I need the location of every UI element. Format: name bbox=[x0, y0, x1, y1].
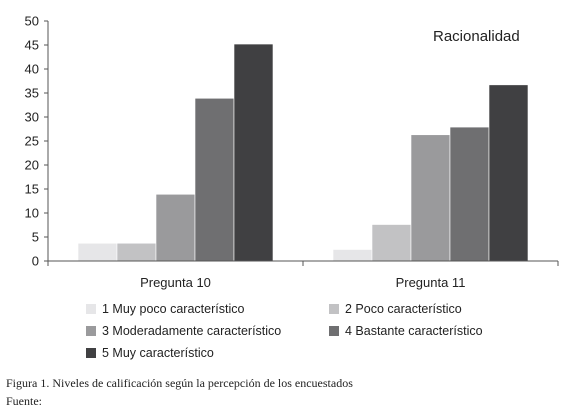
figure-source: Fuente: bbox=[6, 394, 42, 408]
bar bbox=[371, 224, 412, 262]
bar bbox=[155, 193, 196, 262]
legend-item: 4 Bastante característico bbox=[329, 324, 483, 338]
y-tick-label: 10 bbox=[25, 206, 39, 221]
y-tick-label: 45 bbox=[25, 38, 39, 53]
y-tick-label: 50 bbox=[25, 14, 39, 29]
legend-swatch bbox=[86, 304, 96, 314]
legend-label: 5 Muy característico bbox=[102, 346, 214, 360]
x-axis: Pregunta 10 Pregunta 11 bbox=[47, 260, 559, 290]
legend-label: 1 Muy poco característico bbox=[102, 302, 245, 316]
figure-caption: Figura 1. Niveles de calificación según … bbox=[6, 374, 353, 410]
legend-label: 2 Poco característico bbox=[345, 302, 462, 316]
x-tick-label: Pregunta 10 bbox=[140, 275, 211, 290]
legend-swatch bbox=[86, 326, 96, 336]
y-tick-label: 15 bbox=[25, 182, 39, 197]
bar bbox=[77, 242, 118, 262]
y-tick-label: 5 bbox=[32, 230, 39, 245]
bar bbox=[332, 249, 373, 262]
legend-label: 3 Moderadamente característico bbox=[102, 324, 282, 338]
bar bbox=[116, 242, 157, 262]
legend-item: 1 Muy poco característico bbox=[86, 302, 244, 316]
legend-label: 4 Bastante característico bbox=[345, 324, 483, 338]
legend-item: 2 Poco característico bbox=[329, 302, 462, 316]
y-tick-label: 40 bbox=[25, 62, 39, 77]
bar bbox=[194, 97, 235, 262]
x-tick-label: Pregunta 11 bbox=[396, 275, 466, 290]
y-tick-label: 30 bbox=[25, 110, 39, 125]
bar bbox=[233, 43, 274, 262]
legend-swatch bbox=[329, 326, 339, 336]
legend-swatch bbox=[329, 304, 339, 314]
figure-caption-text: Figura 1. Niveles de calificación según … bbox=[6, 376, 353, 390]
chart-title: Racionalidad bbox=[433, 28, 520, 45]
legend-item: 3 Moderadamente característico bbox=[86, 324, 281, 338]
y-axis: 0 5 10 15 20 25 30 35 40 45 50 bbox=[25, 14, 49, 269]
y-tick-label: 0 bbox=[32, 254, 39, 269]
bars bbox=[77, 43, 529, 262]
bar bbox=[488, 84, 529, 262]
legend-item: 5 Muy característico bbox=[86, 346, 214, 360]
y-tick-label: 35 bbox=[25, 86, 39, 101]
legend-swatch bbox=[86, 348, 96, 358]
y-tick-label: 25 bbox=[25, 134, 39, 149]
bar bbox=[410, 134, 451, 262]
y-tick-label: 20 bbox=[25, 158, 39, 173]
bar bbox=[449, 126, 490, 262]
